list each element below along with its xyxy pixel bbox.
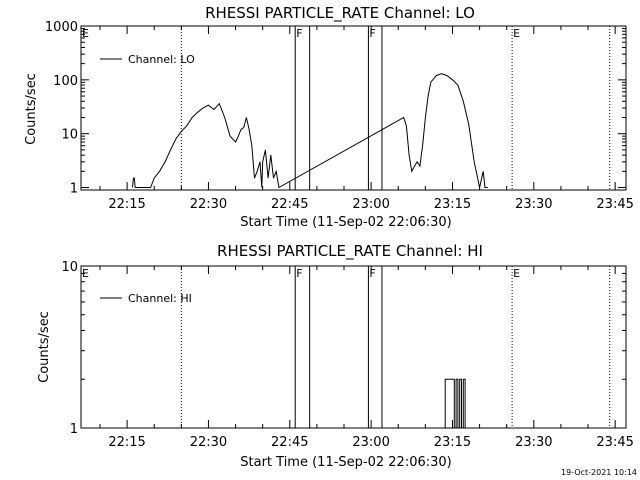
y-tick-label: 1000 [45, 20, 78, 35]
x-axis-label: Start Time (11-Sep-02 22:06:30) [240, 215, 451, 230]
x-tick-label: 22:30 [190, 197, 227, 212]
x-tick-label: 23:15 [434, 435, 471, 450]
panel-lo: RHESSI PARTICLE_RATE Channel: LO Start T… [24, 4, 634, 230]
flag-label: F [296, 27, 302, 40]
legend-label: Channel: LO [128, 53, 195, 66]
flag-label: E [82, 267, 89, 280]
y-tick-label: 1 [70, 422, 78, 437]
chart-title: RHESSI PARTICLE_RATE Channel: LO [205, 4, 475, 23]
x-tick-label: 23:45 [596, 435, 633, 450]
y-tick-label: 10 [61, 260, 78, 275]
footer-timestamp: 19-Oct-2021 10:14 [561, 468, 637, 477]
chart-title: RHESSI PARTICLE_RATE Channel: HI [217, 242, 483, 261]
x-tick-label: 22:15 [108, 197, 145, 212]
flag-label: E [82, 27, 89, 40]
x-tick-label: 23:00 [352, 197, 389, 212]
x-tick-label: 23:45 [596, 197, 633, 212]
x-tick-label: 23:15 [434, 197, 471, 212]
x-axis-label: Start Time (11-Sep-02 22:06:30) [240, 455, 451, 470]
x-tick-label: 23:30 [515, 197, 552, 212]
x-tick-label: 23:30 [515, 435, 552, 450]
flag-label: F [296, 267, 302, 280]
series-line [132, 73, 488, 189]
x-tick-label: 22:15 [108, 435, 145, 450]
x-tick-label: 22:45 [271, 197, 308, 212]
y-tick-label: 1 [70, 182, 78, 197]
y-tick-label: 100 [53, 74, 78, 89]
x-tick-label: 23:00 [352, 435, 389, 450]
y-tick-label: 10 [61, 128, 78, 143]
y-axis-label: Counts/sec [37, 311, 52, 383]
series-line [444, 378, 467, 429]
flag-label: E [513, 267, 520, 280]
x-tick-label: 22:45 [271, 435, 308, 450]
panel-hi: RHESSI PARTICLE_RATE Channel: HI Start T… [37, 242, 634, 470]
x-tick-label: 22:30 [190, 435, 227, 450]
flag-label: E [513, 27, 520, 40]
flag-label: F [369, 267, 375, 280]
y-axis-label: Counts/sec [24, 73, 39, 145]
plot-frame [80, 265, 627, 429]
flag-label: F [369, 27, 375, 40]
legend-label: Channel: HI [128, 292, 192, 305]
